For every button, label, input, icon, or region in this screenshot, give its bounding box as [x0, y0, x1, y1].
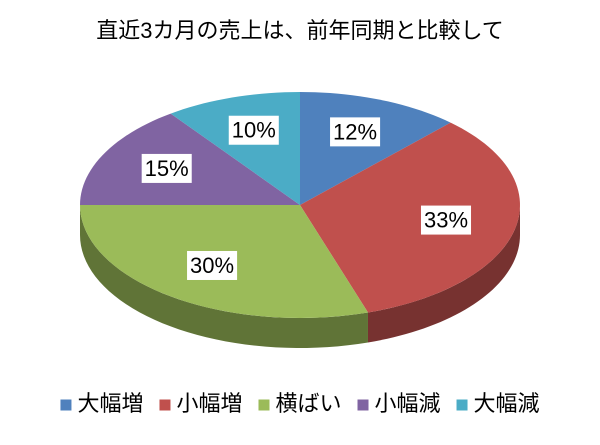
data-label-box [141, 153, 192, 183]
data-label: 10% [232, 118, 276, 143]
legend-label: 横ばい [275, 391, 341, 416]
chart-title: 直近3カ月の売上は、前年同期と比較して [96, 18, 504, 43]
data-label: 15% [145, 156, 189, 181]
slice [300, 122, 520, 313]
data-label-box [420, 205, 472, 235]
data-label-group: 10% [228, 115, 279, 145]
data-label-group: 12% [330, 117, 381, 147]
data-label-box [187, 250, 238, 280]
legend-swatch [456, 399, 468, 411]
legend-label: 小幅減 [375, 391, 441, 416]
data-label: 33% [424, 208, 468, 233]
legend-swatch [159, 399, 171, 411]
legend-label: 小幅増 [176, 391, 242, 416]
data-label-box [228, 115, 279, 145]
data-label-group: 15% [141, 153, 192, 183]
slice-side [367, 205, 520, 343]
legend-swatch [60, 399, 72, 411]
data-label-group: 33% [420, 205, 472, 235]
data-label: 30% [190, 253, 234, 278]
legend-label: 大幅増 [77, 391, 143, 416]
legend-swatch [357, 399, 369, 411]
legend-swatch [258, 399, 270, 411]
legend-label: 大幅減 [474, 391, 540, 416]
data-label-box [330, 117, 381, 147]
slice-side [80, 205, 368, 348]
data-label-group: 30% [187, 250, 238, 280]
data-label: 12% [333, 119, 377, 144]
